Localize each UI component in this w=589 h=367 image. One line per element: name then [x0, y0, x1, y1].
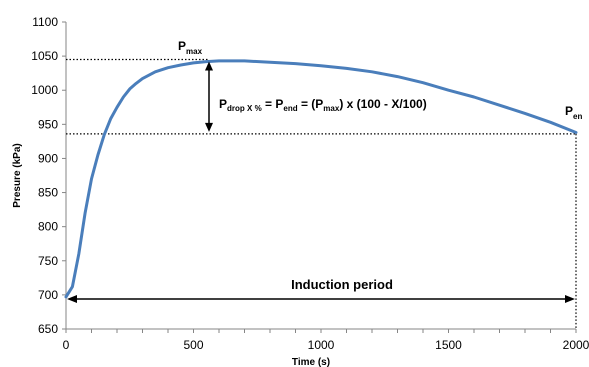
y-tick-label: 750 — [38, 254, 58, 268]
axes: 0 500 1000 1500 2000 650 700 750 800 850 900 950 100… — [12, 15, 589, 367]
annotations: Pmax Pen Pdrop X % = Pend = (Pmax) x (100 … — [67, 39, 582, 303]
x-tick-label: 500 — [183, 338, 203, 352]
x-tick-label: 1500 — [435, 338, 462, 352]
pressure-series-line — [64, 59, 578, 299]
y-axis-title: Presure (kPa) — [12, 143, 23, 207]
y-tick-label: 650 — [38, 322, 58, 336]
induction-arrow-head-left — [67, 295, 77, 303]
x-tick-label: 1000 — [308, 338, 335, 352]
pressure-drop-formula: Pdrop X % = Pend = (Pmax) x (100 - X/100… — [219, 97, 427, 113]
y-tick-label: 1000 — [31, 83, 58, 97]
y-tick-label: 900 — [38, 151, 58, 165]
x-tick-label: 0 — [63, 338, 70, 352]
drop-arrow-head-bottom — [205, 122, 213, 132]
drop-arrow-head-top — [205, 61, 213, 71]
reference-lines — [66, 58, 577, 329]
y-tick-label: 950 — [38, 117, 58, 131]
y-tick-label: 1100 — [32, 15, 58, 29]
y-tick-label: 1050 — [31, 49, 58, 63]
induction-arrow-head-right — [565, 295, 575, 303]
x-tick-label: 2000 — [563, 338, 589, 352]
y-tick-label: 850 — [38, 186, 58, 200]
x-axis-title: Time (s) — [292, 357, 330, 367]
y-tick-label: 800 — [38, 220, 58, 234]
p-max-label: Pmax — [178, 39, 203, 56]
y-tick-label: 700 — [38, 288, 58, 302]
induction-period-label: Induction period — [291, 277, 393, 292]
p-end-label: Pen — [565, 104, 582, 121]
series-group — [64, 59, 578, 299]
